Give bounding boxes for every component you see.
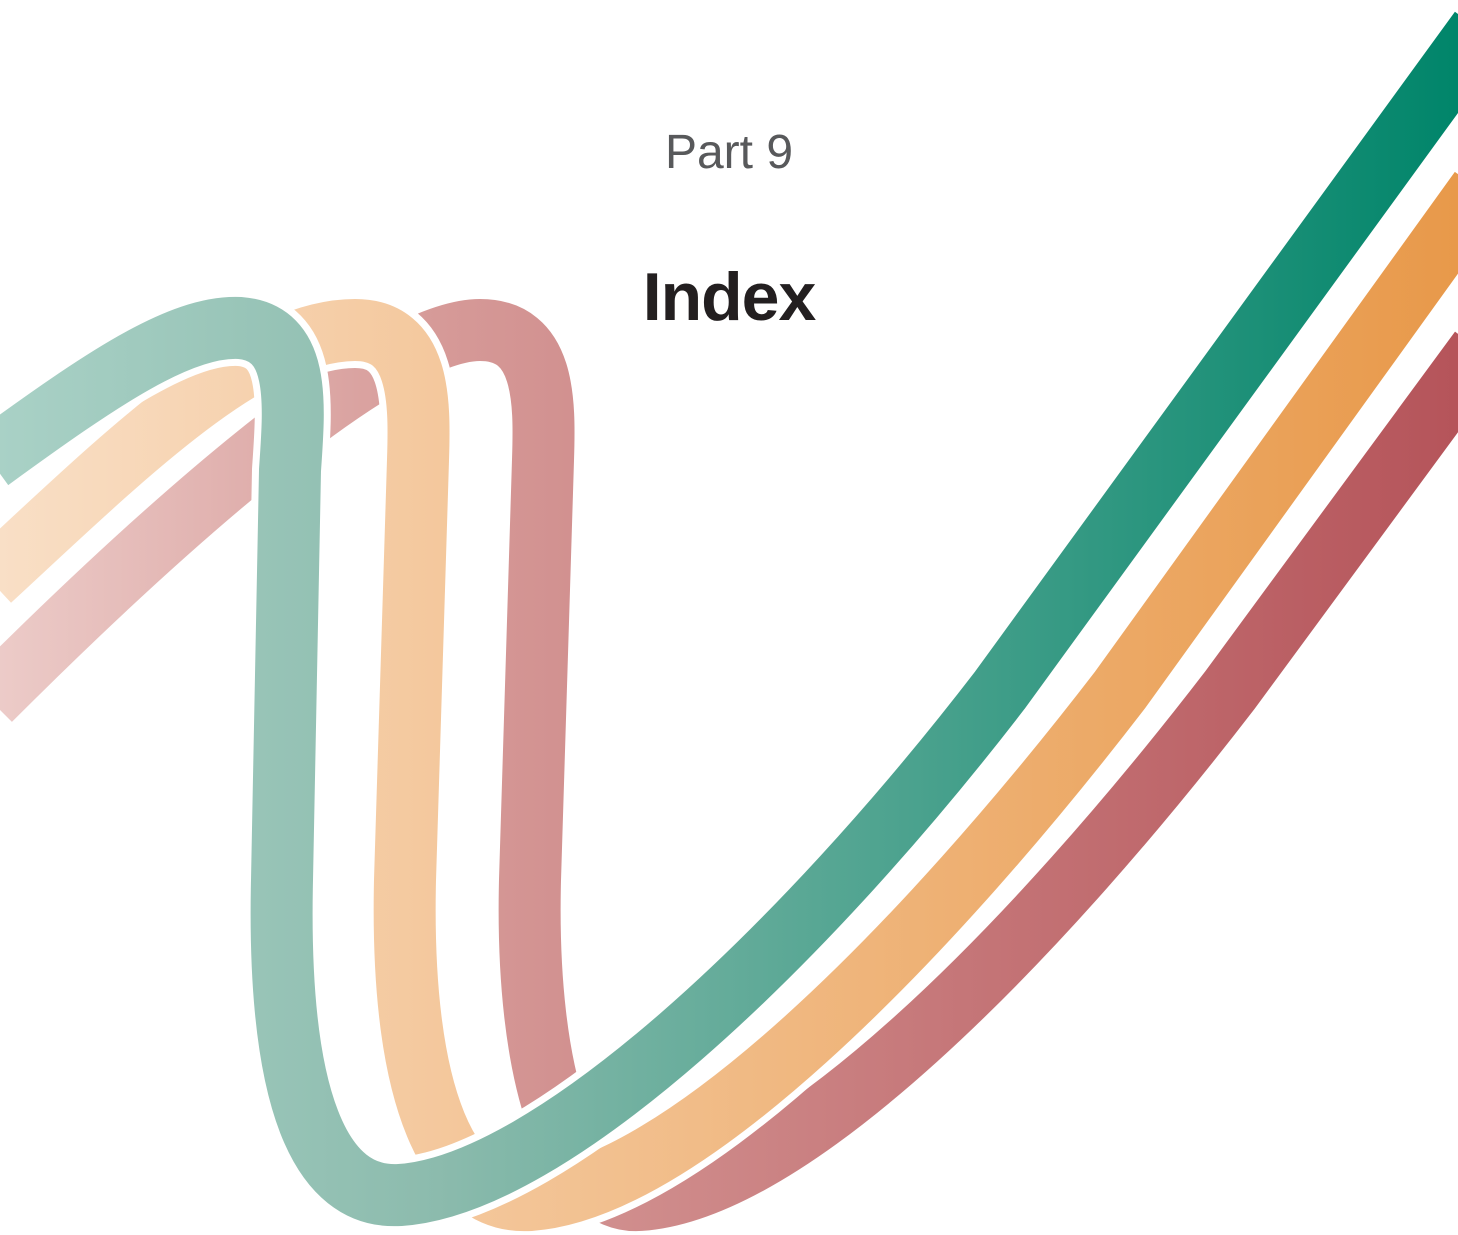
page: {"header": {"part": "Part 9", "title": "… (0, 0, 1458, 1235)
ribbon-green (0, 30, 1458, 1195)
ribbons (0, 0, 1458, 1235)
part-title: Index (0, 258, 1458, 336)
part-label: Part 9 (0, 125, 1458, 180)
